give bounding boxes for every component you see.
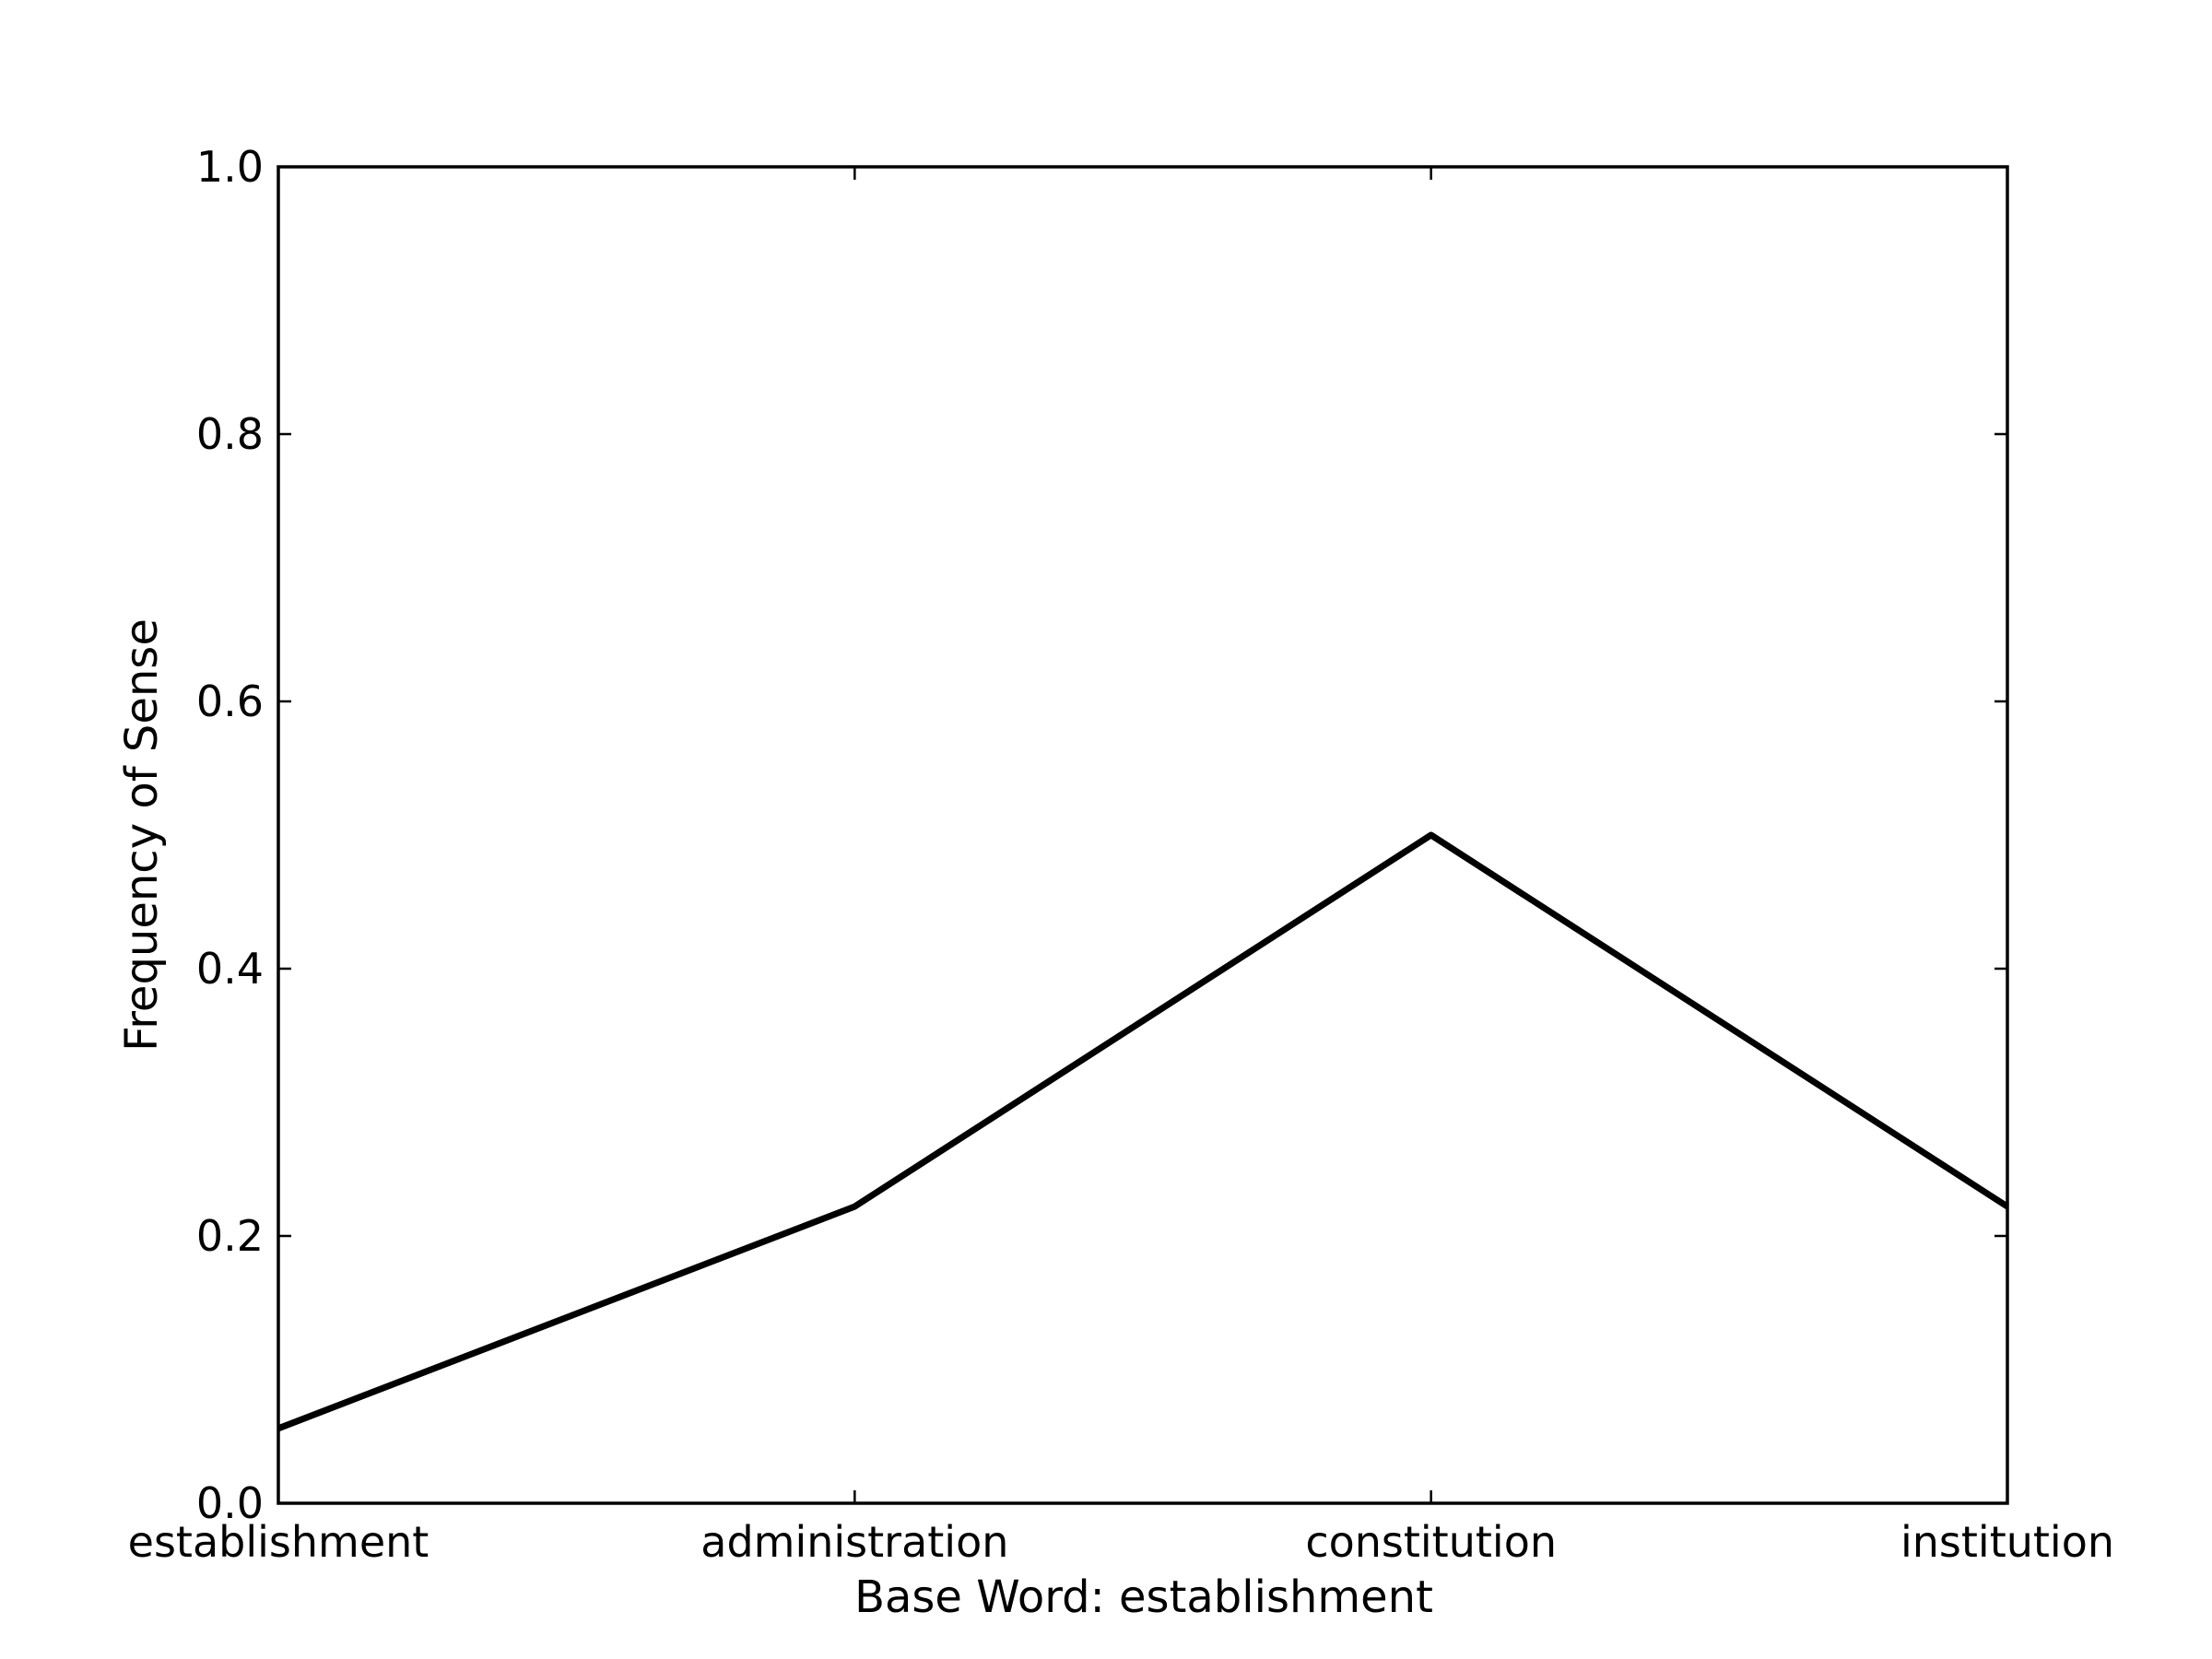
x-tick-label: administration [700,1517,1008,1567]
y-tick-labels: 0.0 0.2 0.4 0.6 0.8 1.0 [196,142,264,1528]
x-tick-labels: establishment administration constitution i… [128,1517,2114,1567]
tick-marks [276,165,2009,1505]
y-tick-label: 0.0 [196,1478,264,1528]
y-tick-label: 1.0 [196,142,264,192]
y-tick-label: 0.4 [196,944,264,994]
x-tick-label: establishment [128,1517,429,1567]
series-line [276,831,2009,1432]
x-tick-label: constitution [1305,1517,1557,1567]
x-axis-label: Base Word: establishment [854,1571,1433,1623]
plot-frame [276,165,2009,1505]
y-tick-label: 0.8 [196,409,264,459]
y-tick-label: 0.2 [196,1211,264,1261]
y-axis-label: Frequency of Sense [116,618,168,1052]
y-tick-label: 0.6 [196,677,264,726]
x-tick-label: institution [1900,1517,2114,1567]
